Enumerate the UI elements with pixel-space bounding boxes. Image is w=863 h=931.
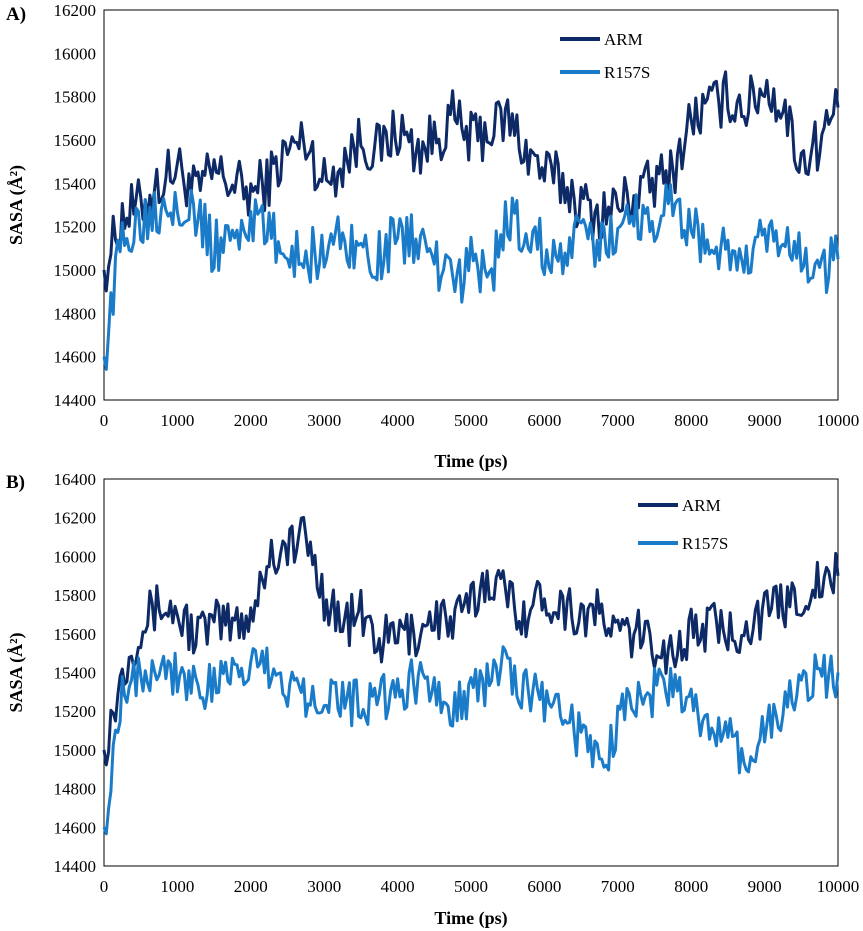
y-tick-label: 15400 [54, 664, 97, 683]
series-line-r157s [102, 183, 840, 371]
x-tick-label: 5000 [454, 411, 488, 430]
legend-label-arm: ARM [604, 30, 643, 49]
x-tick-label: 8000 [674, 411, 708, 430]
y-tick-label: 16000 [54, 547, 97, 566]
x-tick-label: 6000 [527, 411, 561, 430]
legend-label-r157s: R157S [682, 534, 728, 553]
x-tick-label: 0 [100, 877, 109, 896]
y-tick-label: 15000 [54, 261, 97, 280]
x-tick-label: 10000 [817, 877, 860, 896]
x-tick-label: 3000 [307, 411, 341, 430]
x-tick-label: 8000 [674, 877, 708, 896]
y-tick-label: 14600 [54, 348, 97, 367]
y-tick-label: 16200 [54, 509, 97, 528]
y-tick-label: 14600 [54, 818, 97, 837]
x-tick-label: 3000 [307, 877, 341, 896]
y-tick-label: 15000 [54, 741, 97, 760]
x-axis-title: Time (ps) [434, 451, 507, 472]
chart-panel-a: 14400 14600 14800 15000 15200 15400 15600 15800… [6, 1, 859, 472]
x-tick-label: 9000 [748, 877, 782, 896]
x-tick-label: 1000 [160, 877, 194, 896]
y-tick-label: 15200 [54, 218, 97, 237]
y-axis-title: SASA (Å²) [6, 633, 27, 713]
y-tick-label: 15800 [54, 586, 97, 605]
y-tick-label: 15600 [54, 131, 97, 150]
x-tick-label: 2000 [234, 877, 268, 896]
series-line-r157s [102, 645, 840, 836]
legend-label-arm: ARM [682, 496, 721, 515]
y-axis-title: SASA (Å²) [6, 165, 27, 245]
y-tick-label: 15200 [54, 702, 97, 721]
y-tick-label: 14800 [54, 780, 97, 799]
plot-area-frame [103, 9, 839, 401]
y-tick-label: 16400 [54, 470, 97, 489]
y-tick-label: 16200 [54, 1, 97, 20]
x-tick-label: 9000 [748, 411, 782, 430]
x-tick-label: 2000 [234, 411, 268, 430]
y-tick-label: 14800 [54, 304, 97, 323]
x-tick-label: 4000 [381, 877, 415, 896]
panel-label: B) [6, 472, 25, 493]
chart-panel-b: 14400 14600 14800 15000 15200 15400 15600 15800… [6, 470, 859, 929]
legend-label-r157s: R157S [604, 63, 650, 82]
x-tick-label: 4000 [381, 411, 415, 430]
x-axis-title: Time (ps) [434, 908, 507, 929]
y-tick-label: 14400 [54, 857, 97, 876]
y-tick-label: 14400 [54, 391, 97, 410]
series-line-arm [102, 70, 840, 293]
y-tick-label: 16000 [54, 44, 97, 63]
x-tick-label: 0 [100, 411, 109, 430]
x-tick-label: 10000 [817, 411, 860, 430]
x-tick-label: 5000 [454, 877, 488, 896]
x-tick-label: 6000 [527, 877, 561, 896]
y-tick-label: 15800 [54, 88, 97, 107]
y-tick-label: 15400 [54, 174, 97, 193]
y-tick-label: 15600 [54, 625, 97, 644]
panel-label: A) [6, 4, 26, 25]
x-tick-label: 1000 [160, 411, 194, 430]
series-line-arm [102, 515, 840, 767]
x-tick-label: 7000 [601, 411, 635, 430]
x-tick-label: 7000 [601, 877, 635, 896]
